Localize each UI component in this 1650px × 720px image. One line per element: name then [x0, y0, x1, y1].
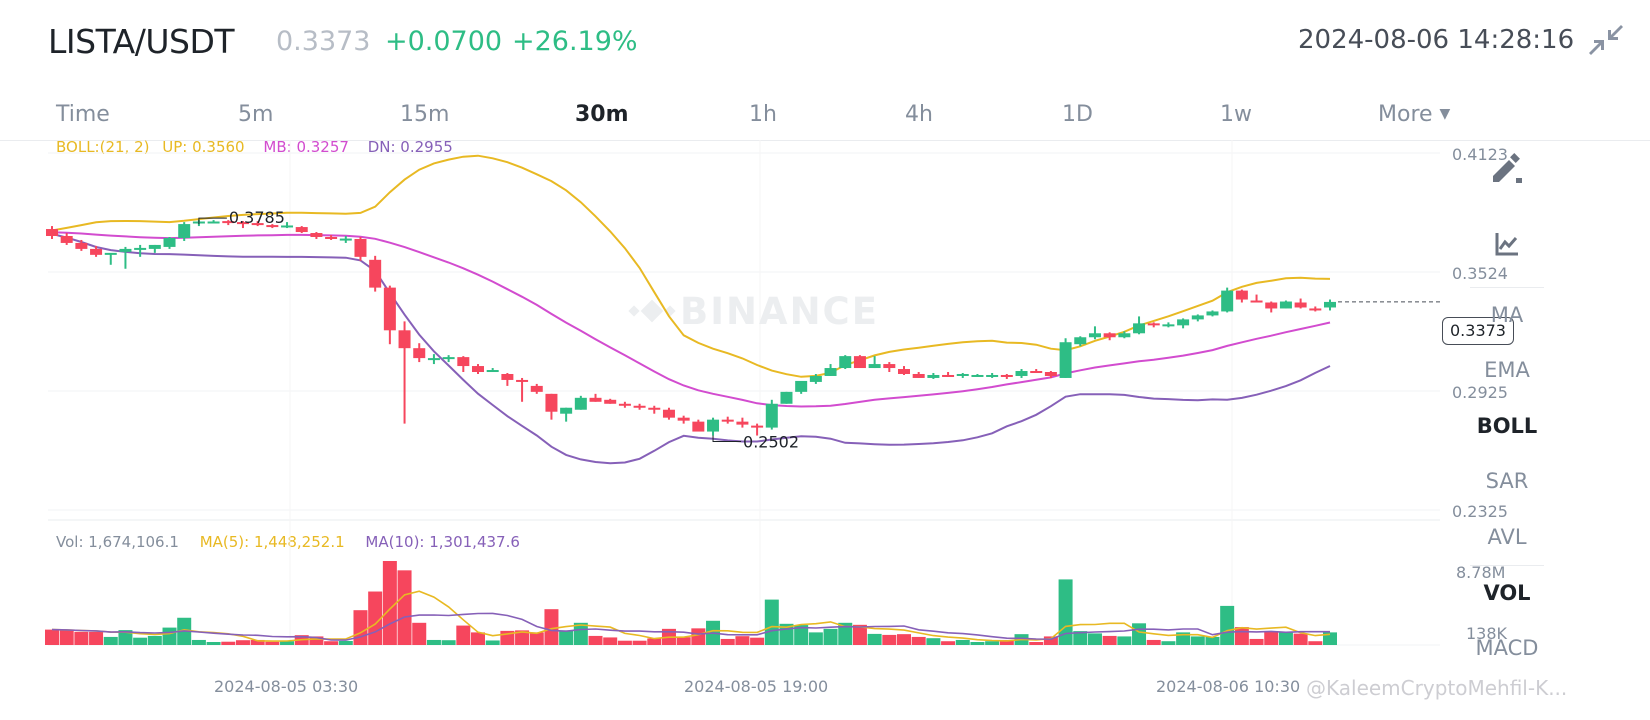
boll-up-value: UP: 0.3560 — [162, 138, 245, 156]
volume-axis-label: 8.78M — [1456, 563, 1506, 582]
pair-title[interactable]: LISTA/USDT — [48, 22, 235, 61]
current-price-tag: 0.3373 — [1442, 317, 1514, 345]
tab-time[interactable]: Time — [56, 102, 110, 127]
tab-1w[interactable]: 1w — [1220, 102, 1252, 127]
user-watermark: @KaleemCryptoMehfil-K... — [1306, 676, 1568, 700]
indicator-boll[interactable]: BOLL — [1476, 414, 1538, 438]
boll-mb-value: MB: 0.3257 — [263, 138, 349, 156]
volume-axis-label: 138K — [1466, 624, 1508, 643]
sidebar-divider — [1470, 287, 1544, 288]
boll-params: BOLL:(21, 2) — [56, 138, 150, 156]
price-change-percent: +26.19% — [512, 26, 638, 57]
price-change: +0.0700 — [385, 26, 503, 57]
vol-ma5-value: MA(5): 1,448,252.1 — [199, 533, 345, 551]
header: LISTA/USDT 0.3373 +0.0700 +26.19% 2024-0… — [0, 0, 1650, 85]
vol-value: Vol: 1,674,106.1 — [56, 533, 179, 551]
boll-dn-value: DN: 0.2955 — [367, 138, 453, 156]
tab-15m[interactable]: 15m — [400, 102, 450, 127]
tab-4h[interactable]: 4h — [905, 102, 933, 127]
vol-ma10-value: MA(10): 1,301,437.6 — [365, 533, 520, 551]
indicator-ma[interactable]: MA — [1490, 303, 1524, 327]
indicator-avl[interactable]: AVL — [1487, 525, 1527, 549]
price-axis-label: 0.3524 — [1452, 264, 1508, 283]
svg-text:BINANCE: BINANCE — [680, 290, 879, 333]
tab-1d[interactable]: 1D — [1062, 102, 1093, 127]
indicator-sar[interactable]: SAR — [1485, 469, 1529, 493]
sidebar-divider — [1470, 565, 1544, 566]
volume-legend: Vol: 1,674,106.1 MA(5): 1,448,252.1 MA(1… — [56, 533, 520, 551]
price-axis-label: 0.2325 — [1452, 502, 1508, 521]
indicator-settings-button[interactable] — [1456, 230, 1558, 263]
timestamp: 2024-08-06 14:28:16 — [1298, 25, 1575, 55]
draw-tool-button[interactable] — [1456, 152, 1558, 193]
indicator-chart-icon — [1495, 233, 1518, 256]
tab-1h[interactable]: 1h — [749, 102, 777, 127]
caret-down-icon: ▼ — [1439, 106, 1451, 122]
time-axis-label: 2024-08-05 19:00 — [684, 677, 829, 696]
indicator-vol[interactable]: VOL — [1483, 581, 1531, 605]
candlestick-chart[interactable]: BINANCE 0.3785 0.2502 — [0, 140, 1440, 670]
last-price: 0.3373 — [276, 26, 371, 57]
tab-more[interactable]: More ▼ — [1378, 102, 1450, 127]
svg-text:0.3785: 0.3785 — [229, 208, 285, 227]
tab-5m[interactable]: 5m — [238, 102, 274, 127]
price-axis-label: 0.2925 — [1452, 383, 1508, 402]
time-axis-label: 2024-08-05 03:30 — [214, 677, 359, 696]
collapse-arrows-icon[interactable] — [1588, 22, 1624, 58]
price-axis-label: 0.4123 — [1452, 145, 1508, 164]
more-label: More — [1378, 102, 1433, 127]
tab-30m[interactable]: 30m — [575, 102, 629, 127]
svg-text:0.2502: 0.2502 — [743, 433, 799, 452]
draw-pencil-icon — [1493, 153, 1522, 183]
indicator-macd[interactable]: MACD — [1475, 636, 1539, 660]
interval-tabs: Time 5m 15m 30m 1h 4h 1D 1w More ▼ — [0, 90, 1650, 141]
indicator-ema[interactable]: EMA — [1484, 358, 1530, 382]
boll-legend: BOLL:(21, 2) UP: 0.3560 MB: 0.3257 DN: 0… — [56, 138, 453, 156]
time-axis-label: 2024-08-06 10:30 — [1156, 677, 1301, 696]
